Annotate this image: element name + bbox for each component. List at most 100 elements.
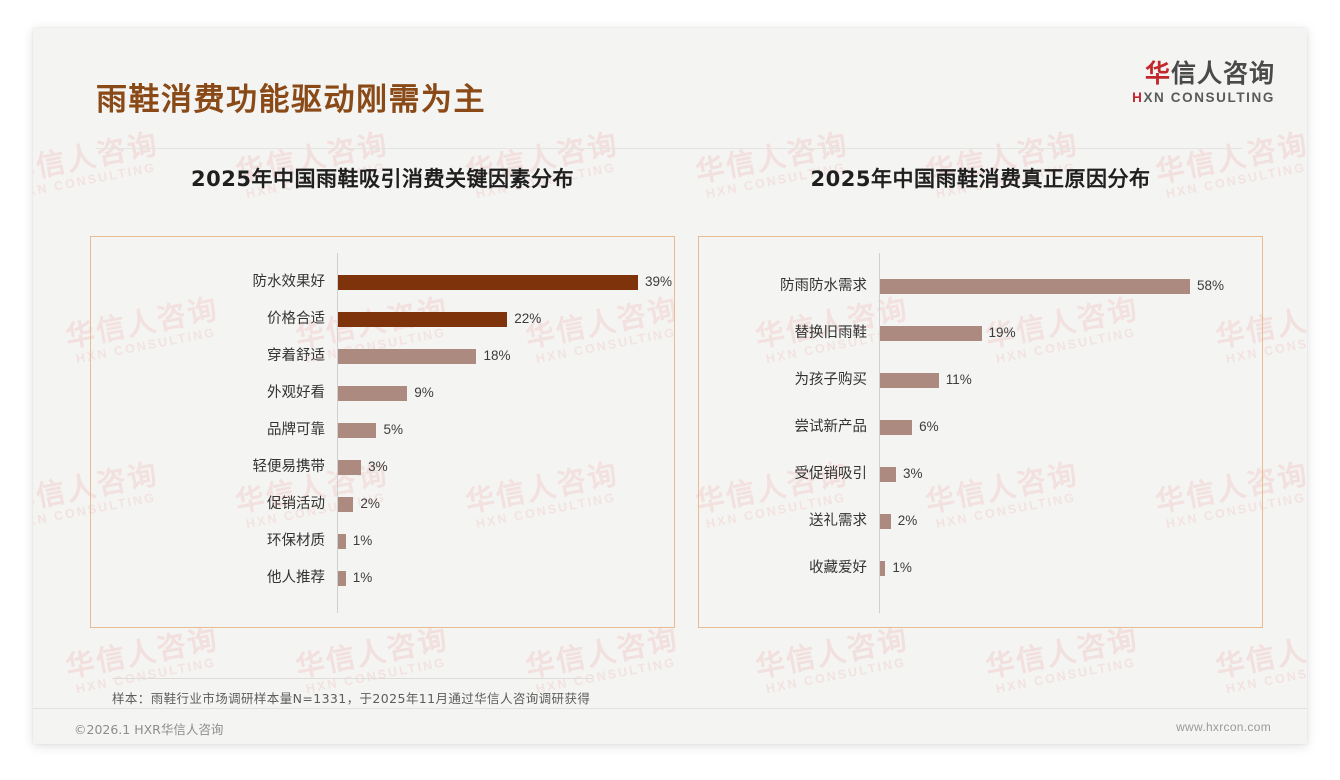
slide-canvas: 华信人咨询 HXN CONSULTING 华信人咨询 HXN CONSULTING 华信… <box>33 28 1307 744</box>
bar-row: 轻便易携带 3% <box>91 454 674 480</box>
logo-en-accent-char: H <box>1132 89 1144 105</box>
bar-track: 39% <box>338 269 672 295</box>
bar <box>338 275 638 290</box>
bar-track: 1% <box>338 565 668 591</box>
bar-value-label: 6% <box>919 419 939 434</box>
slide-header: 雨鞋消费功能驱动刚需为主 华信人咨询 HXN CONSULTING <box>33 28 1307 124</box>
bar-row: 为孩子购买 11% <box>699 367 1262 393</box>
bar-value-label: 1% <box>352 533 373 548</box>
bar-track: 1% <box>880 555 1256 581</box>
watermark-chinese: 华信人咨询 <box>752 621 912 685</box>
bar-value-label: 3% <box>368 459 388 474</box>
bar-category-label: 收藏爱好 <box>809 560 867 576</box>
chart-card-right: 防雨防水需求 58% 替换旧雨鞋 19% 为孩子购买 11% 尝试新产品 6% 受促销吸引 3% 送… <box>698 236 1263 628</box>
bar <box>338 534 346 549</box>
bar-row: 受促销吸引 3% <box>699 461 1262 487</box>
copyright-text: ©2026.1 HXR华信人咨询 <box>74 722 224 737</box>
bar-track: 1% <box>338 528 668 554</box>
bar-category-label: 替换旧雨鞋 <box>794 325 868 341</box>
bar-row: 外观好看 9% <box>91 380 674 406</box>
bar-value-label: 18% <box>483 348 511 363</box>
bar-track: 22% <box>338 306 668 332</box>
chart-title-left: 2025年中国雨鞋吸引消费关键因素分布 <box>191 167 574 191</box>
bar-row: 品牌可靠 5% <box>91 417 674 443</box>
bar-chart-left: 防水效果好 39% 价格合适 22% 穿着舒适 18% 外观好看 9% 品牌可靠 5% 轻便易携带 3… <box>91 237 674 627</box>
bar <box>880 373 939 388</box>
title-divider <box>96 148 1242 149</box>
bar <box>338 349 477 364</box>
chart-panel-left: 2025年中国雨鞋吸引消费关键因素分布 防水效果好 39% 价格合适 22% 穿着舒适 1… <box>90 160 675 628</box>
bar-value-label: 2% <box>360 496 380 511</box>
chart-panel-right: 2025年中国雨鞋消费真正原因分布 防雨防水需求 58% 替换旧雨鞋 19% 为孩子购买… <box>698 160 1263 628</box>
company-logo: 华信人咨询 HXN CONSULTING <box>1132 60 1275 105</box>
bar-value-label: 1% <box>892 560 912 575</box>
bar-row: 价格合适 22% <box>91 306 674 332</box>
axis-line <box>337 253 338 613</box>
footer-divider <box>33 708 1307 709</box>
bar-track: 2% <box>880 508 1256 534</box>
footnote-divider <box>112 678 592 679</box>
bar-row: 防水效果好 39% <box>91 269 674 295</box>
bar-track: 5% <box>338 417 668 443</box>
bar-value-label: 58% <box>1197 278 1225 293</box>
watermark-chinese: 华信人咨询 <box>62 621 222 685</box>
bar <box>880 467 897 482</box>
bar-category-label: 尝试新产品 <box>794 419 868 435</box>
bar <box>880 561 886 576</box>
footnote-text: 样本：雨鞋行业市场调研样本量N=1331，于2025年11月通过华信人咨询调研获… <box>112 691 591 706</box>
bar-category-label: 防水效果好 <box>252 274 326 290</box>
page-title: 雨鞋消费功能驱动刚需为主 <box>96 82 486 118</box>
bar <box>880 514 891 529</box>
bar-category-label: 送礼需求 <box>809 513 867 529</box>
bar-category-label: 环保材质 <box>267 533 325 549</box>
bar-category-label: 品牌可靠 <box>267 422 325 438</box>
chart-title-right: 2025年中国雨鞋消费真正原因分布 <box>810 167 1151 191</box>
bar-track: 18% <box>338 343 668 369</box>
bar-category-label: 他人推荐 <box>267 570 325 586</box>
bar-track: 6% <box>880 414 1256 440</box>
bar <box>880 326 982 341</box>
bar-category-label: 外观好看 <box>267 385 325 401</box>
axis-line <box>879 253 880 613</box>
bar <box>338 571 346 586</box>
footnote: 样本：雨鞋行业市场调研样本量N=1331，于2025年11月通过华信人咨询调研获… <box>112 678 1222 707</box>
watermark-english: HXN CONSULTING <box>1224 655 1307 697</box>
bar <box>338 460 362 475</box>
bar-chart-right: 防雨防水需求 58% 替换旧雨鞋 19% 为孩子购买 11% 尝试新产品 6% 受促销吸引 3% 送… <box>699 237 1262 627</box>
bar-row: 促销活动 2% <box>91 491 674 517</box>
bar-category-label: 轻便易携带 <box>252 459 326 475</box>
bar-track: 58% <box>880 273 1256 299</box>
bar-value-label: 9% <box>414 385 434 400</box>
bar-value-label: 3% <box>903 466 923 481</box>
logo-chinese-text: 华信人咨询 <box>1132 60 1275 88</box>
logo-en-rest: XN CONSULTING <box>1143 89 1275 105</box>
logo-rest-chars: 信人咨询 <box>1170 59 1275 88</box>
bar <box>338 423 377 438</box>
bar <box>880 420 913 435</box>
bar-track: 3% <box>880 461 1256 487</box>
bar-category-label: 受促销吸引 <box>794 466 868 482</box>
slide-footer: ©2026.1 HXR华信人咨询 www.hxrcon.com <box>33 709 1307 744</box>
bar-row: 尝试新产品 6% <box>699 414 1262 440</box>
bar-category-label: 防雨防水需求 <box>780 278 867 294</box>
logo-english-text: HXN CONSULTING <box>1132 90 1275 105</box>
bar-track: 11% <box>880 367 1256 393</box>
bar-value-label: 11% <box>945 372 972 387</box>
bar-value-label: 5% <box>383 422 403 437</box>
bar-track: 3% <box>338 454 668 480</box>
bar-track: 19% <box>880 320 1256 346</box>
logo-accent-char: 华 <box>1144 59 1171 88</box>
website-link[interactable]: www.hxrcon.com <box>1176 720 1271 734</box>
bar-value-label: 39% <box>645 274 673 289</box>
bar <box>338 312 508 327</box>
bar-row: 防雨防水需求 58% <box>699 273 1262 299</box>
bar-row: 穿着舒适 18% <box>91 343 674 369</box>
bar-value-label: 1% <box>352 570 373 585</box>
watermark-chinese: 华信人咨询 <box>982 621 1142 685</box>
bar <box>880 279 1190 294</box>
bar-row: 收藏爱好 1% <box>699 555 1262 581</box>
bar-row: 送礼需求 2% <box>699 508 1262 534</box>
watermark-chinese: 华信人咨询 <box>1212 621 1307 685</box>
bar <box>338 497 354 512</box>
